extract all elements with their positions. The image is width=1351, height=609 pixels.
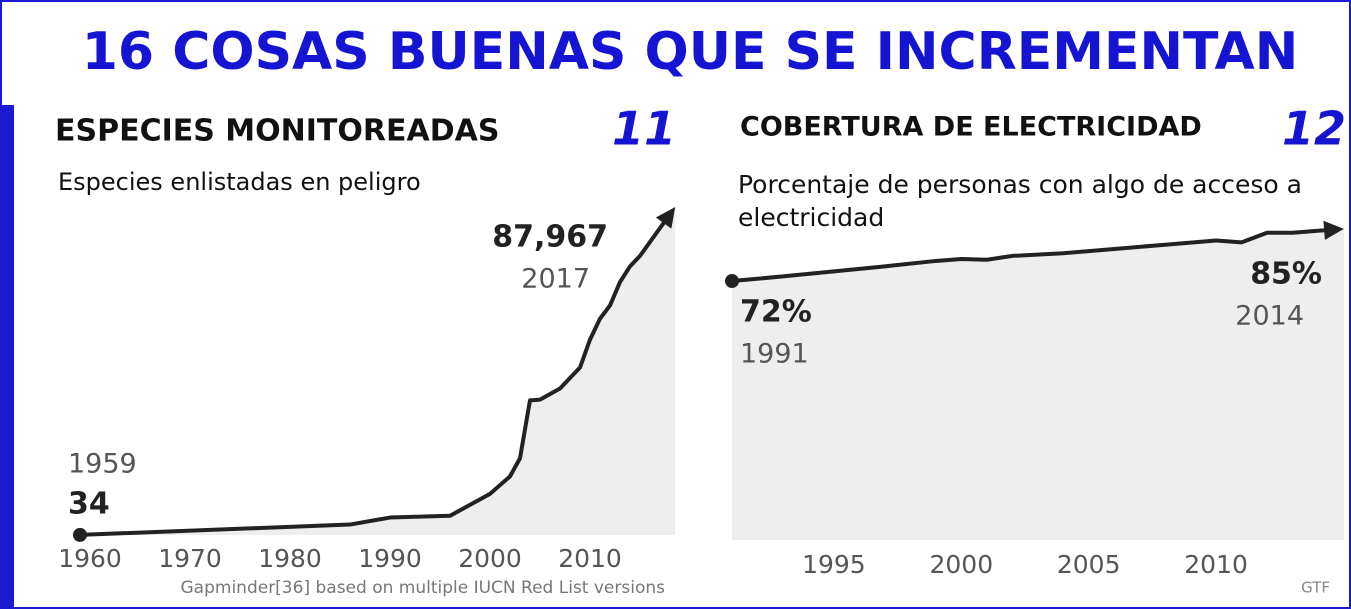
x-tick-label: 1980 (258, 544, 322, 573)
start-dot (725, 274, 739, 289)
x-tick-label: 2010 (1184, 550, 1248, 579)
side-bar (1, 105, 14, 608)
x-tick-label: 1970 (158, 544, 222, 573)
chart-number: 12 (1282, 102, 1346, 156)
x-tick-label: 2010 (558, 544, 622, 573)
value-label: 34 (68, 487, 110, 522)
chart-subtitle: Porcentaje de personas con algo de acces… (738, 170, 1302, 232)
chart-title: COBERTURA DE ELECTRICIDAD (740, 112, 1202, 143)
x-tick-label: 1995 (802, 550, 866, 579)
source: Gapminder[36] based on multiple IUCN Red… (181, 578, 666, 598)
start-dot (73, 527, 87, 542)
line (79, 226, 662, 537)
chart-title: ESPECIES MONITOREADAS (55, 114, 499, 149)
page-title: 16 COSAS BUENAS QUE SE INCREMENTAN (82, 22, 1299, 82)
value-label: 87,967 (492, 220, 608, 255)
line (731, 228, 1319, 284)
x-tick-label: 1990 (358, 544, 422, 573)
chart-subtitle: Especies enlistadas en peligro (58, 168, 421, 196)
chart-number: 11 (612, 102, 676, 156)
source: GTF (1301, 579, 1330, 597)
x-tick-label: 2000 (929, 550, 993, 579)
arrow-head (655, 207, 676, 229)
year-label: 1991 (740, 339, 809, 370)
value-label: 72% (740, 295, 812, 330)
area (80, 207, 676, 535)
arrow-head (1323, 220, 1344, 240)
x-tick-label: 1960 (58, 544, 122, 573)
area (732, 228, 1344, 540)
x-tick-label: 2005 (1057, 550, 1121, 579)
year-label: 2017 (521, 264, 590, 295)
x-tick-label: 2000 (458, 544, 522, 573)
year-label: 2014 (1235, 301, 1304, 332)
value-label: 85% (1250, 257, 1322, 292)
year-label: 1959 (68, 449, 137, 480)
